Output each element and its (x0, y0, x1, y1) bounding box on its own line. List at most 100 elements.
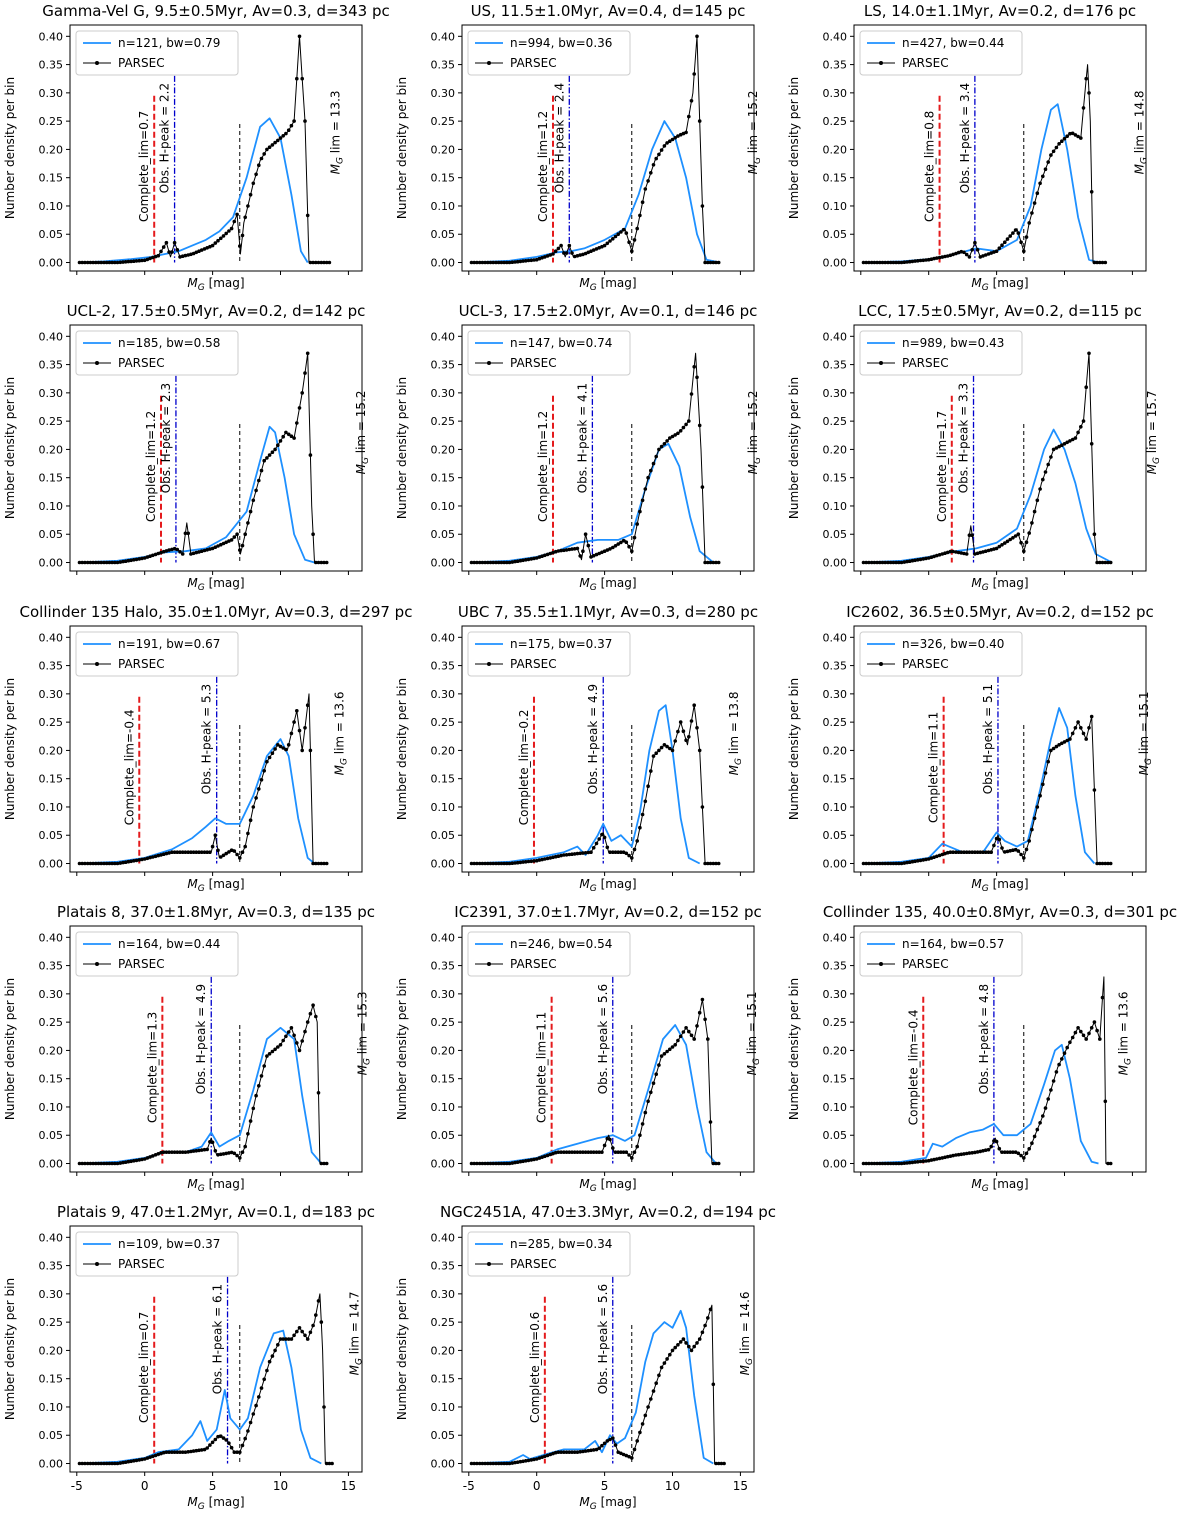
parsec-point (676, 1343, 680, 1347)
parsec-point (132, 259, 136, 264)
parsec-point (191, 1149, 196, 1153)
legend-parsec-marker (487, 962, 491, 966)
parsec-point (613, 850, 618, 854)
parsec-point (104, 1461, 109, 1466)
x-tick-label: 15 (733, 1479, 748, 1493)
parsec-point (126, 1159, 131, 1164)
parsec-point (654, 1072, 658, 1076)
parsec-point (918, 1159, 923, 1164)
parsec-point (259, 778, 264, 782)
parsec-point (191, 551, 196, 556)
parsec-point (1073, 726, 1078, 730)
parsec-point (619, 850, 623, 854)
parsec-point (316, 560, 321, 565)
parsec-point (1016, 1151, 1021, 1156)
parsec-point (496, 1461, 501, 1466)
parsec-point (295, 1041, 299, 1045)
parsec-point (973, 240, 977, 245)
parsec-point (96, 861, 101, 866)
parsec-point (104, 260, 109, 265)
parsec-point (619, 1451, 623, 1456)
parsec-point (194, 1149, 199, 1153)
parsec-point (472, 1461, 477, 1466)
parsec-point (94, 260, 98, 265)
parsec-point (197, 1448, 201, 1453)
parsec-point (553, 249, 558, 253)
parsec-point (491, 260, 496, 265)
parsec-point (532, 556, 536, 561)
parsec-point (324, 1461, 329, 1466)
parsec-point (123, 260, 128, 264)
y-tick-label: 0.20 (39, 1044, 64, 1057)
parsec-point (145, 856, 150, 861)
parsec-point (85, 260, 90, 265)
parsec-point (1035, 1127, 1040, 1132)
parsec-point (496, 1161, 501, 1166)
parsec-point (1000, 543, 1004, 547)
parsec-point (1038, 793, 1042, 798)
parsec-point (703, 1017, 707, 1022)
parsec-point (883, 861, 887, 866)
parsec-point (548, 551, 553, 556)
parsec-point (121, 260, 125, 264)
y-tick-label: 0.05 (431, 528, 456, 541)
parsec-point (1070, 437, 1075, 442)
parsec-point (216, 238, 220, 243)
parsec-point (635, 1439, 639, 1443)
parsec-point (284, 747, 288, 752)
parsec-point (238, 1156, 242, 1160)
parsec-point (951, 252, 955, 257)
parsec-point (324, 861, 329, 866)
parsec-point (888, 260, 893, 265)
parsec-point (515, 559, 520, 563)
legend-parsec-label: PARSEC (118, 56, 165, 70)
y-tick-label: 0.40 (431, 330, 456, 343)
parsec-point (1051, 746, 1056, 751)
parsec-point (311, 861, 315, 866)
parsec-point (167, 1150, 171, 1154)
parsec-point (297, 1326, 302, 1330)
parsec-point (684, 738, 688, 742)
panel-1: Gamma-Vel G, 9.5±0.5Myr, Av=0.3, d=343 p… (3, 2, 390, 293)
parsec-point (132, 859, 136, 863)
parsec-point (621, 227, 626, 232)
parsec-point (1049, 1088, 1053, 1092)
parsec-point (178, 255, 182, 259)
mag-lim-label: MG lim = 14.8 (1133, 90, 1150, 174)
parsec-point (134, 858, 139, 863)
parsec-point (1103, 560, 1108, 565)
parsec-point (913, 558, 917, 563)
parsec-point (1068, 737, 1072, 741)
parsec-point (684, 422, 688, 427)
parsec-point (591, 1448, 596, 1452)
parsec-point (916, 558, 920, 562)
panel-title: NGC2451A, 47.0±3.3Myr, Av=0.2, d=194 pc (440, 1203, 776, 1221)
parsec-point (107, 560, 112, 565)
parsec-point (935, 1157, 939, 1161)
parsec-point (1013, 534, 1018, 538)
parsec-point (657, 748, 661, 753)
parsec-point (657, 447, 661, 452)
y-tick-label: 0.25 (431, 415, 456, 428)
parsec-point (140, 258, 144, 263)
y-tick-label: 0.15 (39, 773, 64, 786)
parsec-point (708, 560, 713, 565)
parsec-point (265, 1368, 269, 1373)
kde-line (79, 117, 309, 264)
legend-parsec-label: PARSEC (118, 657, 165, 671)
parsec-point (216, 848, 220, 853)
parsec-point (505, 560, 509, 565)
parsec-point (270, 450, 275, 455)
parsec-point (697, 1337, 702, 1341)
parsec-point (202, 247, 207, 251)
y-tick-label: 0.00 (39, 1158, 64, 1171)
parsec-point (711, 1161, 716, 1166)
parsec-point (602, 549, 607, 553)
parsec-point (534, 858, 539, 863)
parsec-point (257, 1395, 261, 1399)
parsec-point (564, 1150, 569, 1154)
parsec-point (578, 253, 582, 257)
parsec-point (673, 1043, 677, 1047)
parsec-point (289, 434, 294, 439)
parsec-point (297, 406, 302, 410)
